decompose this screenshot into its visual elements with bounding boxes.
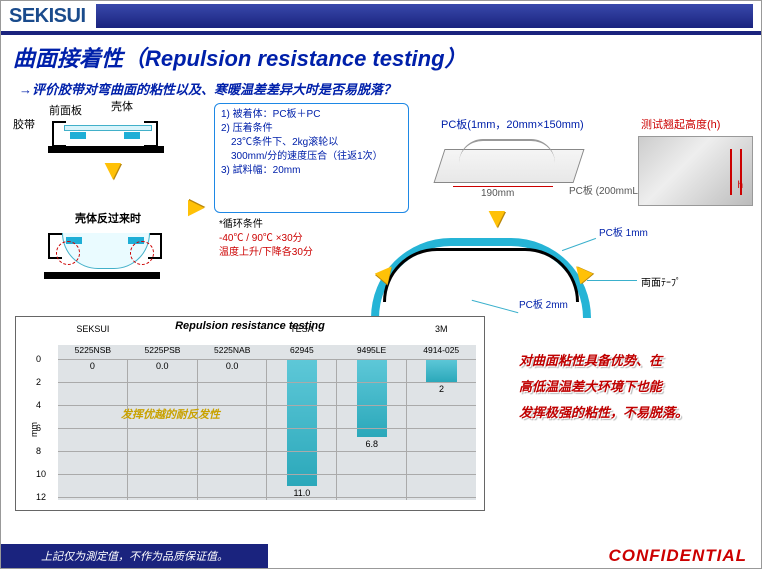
cond-l2: 2) 压着条件: [221, 122, 402, 136]
label-pc200: PC板 (200mmL): [569, 186, 641, 197]
diagram-flat-assembly: [45, 112, 165, 156]
label-pc1mm: PC板 1mm: [599, 228, 648, 239]
cond-l5: 3) 試料幅：20mm: [221, 164, 402, 178]
summary-l2: 高低温温差大环境下也能: [519, 379, 662, 394]
label-test-height: 测试翘起高度(h): [641, 116, 720, 132]
label-pc-spec: PC板(1mm，20mm×150mm): [441, 116, 584, 132]
page-subtitle: →评价胶带对弯曲面的粘性以及、寒暖温差差异大时是否易脱落？: [1, 79, 761, 98]
label-pc2mm: PC板 2mm: [519, 300, 568, 311]
content-area: 胶带 前面板 壳体 ▼ 壳体反过来时 ▼ 1) 被着体：PC板＋PC 2) 压着…: [1, 98, 761, 528]
dim-line: [453, 186, 553, 187]
chart-container: Repulsion resistance testing SEKSUI TESA…: [15, 316, 485, 511]
footer: 上記仅为測定值，不作为品质保证值。 CONFIDENTIAL: [1, 544, 761, 568]
brand-5: 3M: [406, 324, 476, 334]
dim-190: 190mm: [481, 188, 514, 199]
chart-brands: SEKSUI TESA 3M: [58, 324, 476, 334]
brand-1: [128, 324, 198, 334]
condition-box: 1) 被着体：PC板＋PC 2) 压着条件 23℃条件下、2kg滚轮以 300m…: [214, 103, 409, 213]
cycle-head: *循环条件: [219, 218, 313, 232]
page-title: 曲面接着性（Repulsion resistance testing）: [1, 35, 761, 79]
diagram-curved-assembly: [41, 224, 169, 288]
arrow-right-icon: ▼: [179, 194, 211, 222]
logo: SEKISUI: [9, 5, 86, 28]
prod-0: 5225NSB: [58, 345, 128, 355]
summary-l1: 对曲面粘性具备优势、在: [519, 353, 662, 368]
prod-4: 9495LE: [337, 345, 407, 355]
leader-3: [587, 280, 637, 281]
arrow-down2-icon: ▼: [483, 202, 511, 234]
cycle-r1: -40℃ / 90℃ ×30分: [219, 232, 313, 246]
cond-l3: 23℃条件下、2kg滚轮以: [221, 136, 402, 150]
label-both-tape: 両面ﾃｰﾌﾟ: [641, 274, 681, 289]
summary-l3: 发挥极强的粘性，不易脱落。: [519, 405, 688, 420]
footer-note: 上記仅为測定值，不作为品质保证值。: [1, 544, 268, 568]
header-gradient: [96, 4, 753, 28]
chart-products: 5225NSB 5225PSB 5225NAB 62945 9495LE 491…: [58, 345, 476, 355]
brand-0: SEKSUI: [58, 324, 128, 334]
cond-l4: 300mm/分的速度压合（往返1次）: [221, 150, 402, 164]
label-h: h: [737, 180, 743, 191]
prod-5: 4914-025: [406, 345, 476, 355]
cycle-conditions: *循环条件 -40℃ / 90℃ ×30分 温度上升/下降各30分: [219, 218, 313, 260]
chart-plot-area: 5225NSB 5225PSB 5225NAB 62945 9495LE 491…: [58, 345, 476, 500]
prod-1: 5225PSB: [128, 345, 198, 355]
brand-4: [337, 324, 407, 334]
prod-2: 5225NAB: [197, 345, 267, 355]
chart-bars: 00.00.011.06.82: [58, 359, 476, 500]
header-bar: SEKISUI: [1, 1, 761, 35]
brand-2: [197, 324, 267, 334]
brand-3: TESA: [267, 324, 337, 334]
photo-placeholder: [638, 136, 753, 206]
confidential-stamp: CONFIDENTIAL: [608, 546, 747, 566]
arrow-down-icon: ▼: [99, 154, 127, 186]
chart-note: 发挥优越的耐反发性: [121, 406, 220, 422]
prod-3: 62945: [267, 345, 337, 355]
summary-text: 对曲面粘性具备优势、在 高低温温差大环境下也能 发挥极强的粘性，不易脱落。: [519, 348, 749, 448]
cond-l1: 1) 被着体：PC板＋PC: [221, 108, 402, 122]
label-tape: 胶带: [13, 116, 35, 132]
cycle-r2: 温度上升/下降各30分: [219, 246, 313, 260]
